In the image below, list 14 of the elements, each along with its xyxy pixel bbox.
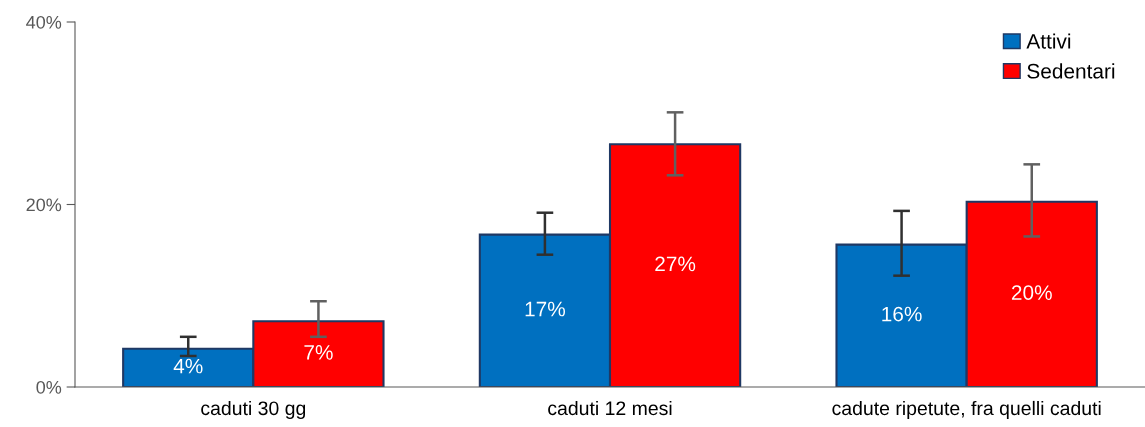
- y-tick-label: 40%: [26, 15, 62, 29]
- x-tick-label: caduti 12 mesi: [548, 400, 672, 416]
- data-label: 27%: [655, 256, 696, 272]
- data-label: 20%: [1011, 285, 1052, 300]
- y-tick-label: 0%: [36, 380, 62, 394]
- x-tick-label: caduti 30 gg: [201, 400, 306, 420]
- legend-label: Sedentari: [1027, 63, 1115, 79]
- y-tick-label: 20%: [26, 198, 62, 212]
- legend-label: Attivi: [1026, 33, 1071, 49]
- data-label: 7%: [304, 345, 333, 360]
- x-tick-label: cadute ripetute, fra quelli caduti: [832, 400, 1101, 420]
- data-label: 16%: [882, 306, 922, 322]
- data-label: 17%: [525, 301, 566, 317]
- data-label: 4%: [173, 358, 203, 374]
